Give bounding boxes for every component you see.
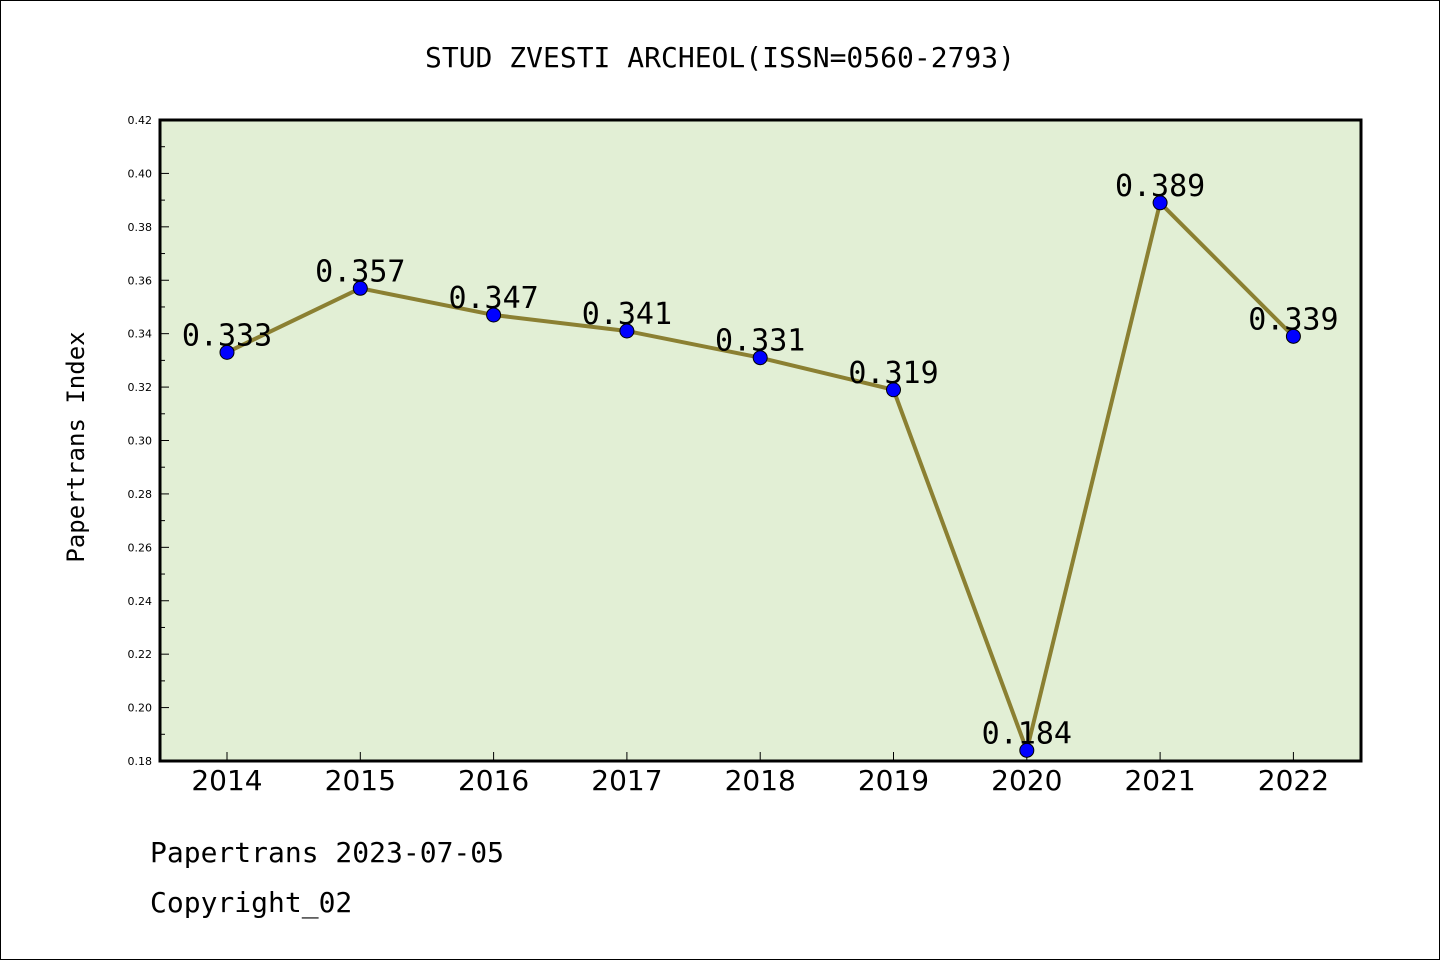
x-tick-label: 2021 <box>1124 764 1195 797</box>
y-tick-label: 0.22 <box>128 648 153 661</box>
footer-copyright: Copyright_02 <box>150 886 353 919</box>
y-tick-label: 0.26 <box>128 541 153 554</box>
y-tick-label: 0.30 <box>128 435 153 448</box>
data-point <box>1019 742 1035 758</box>
data-label: 0.347 <box>448 281 538 316</box>
data-label: 0.341 <box>582 297 672 332</box>
y-tick-label: 0.32 <box>128 381 153 394</box>
data-labels: 0.333 0.357 0.347 0.341 0.331 0.319 0.184 0.389… <box>182 169 1339 752</box>
data-label: 0.333 <box>182 318 272 353</box>
y-tick-label: 0.42 <box>128 114 153 127</box>
x-tick-label: 2014 <box>191 764 262 797</box>
y-tick-label: 0.34 <box>128 328 153 341</box>
data-point <box>752 350 768 366</box>
data-point <box>619 323 635 339</box>
chart-title: STUD ZVESTI ARCHEOL(ISSN=0560-2793) <box>425 41 1015 74</box>
y-tick-label: 0.20 <box>128 702 153 715</box>
footer-date: Papertrans 2023-07-05 <box>150 836 505 869</box>
x-tick-label: 2019 <box>858 764 929 797</box>
x-tick-label: 2020 <box>991 764 1062 797</box>
y-axis: 0.18 0.20 0.22 0.24 0.26 0.28 0.30 0.32 0.34 0.36… <box>128 114 169 768</box>
y-tick-label: 0.18 <box>128 755 153 768</box>
x-tick-label: 2017 <box>591 764 662 797</box>
x-tick-label: 2016 <box>458 764 529 797</box>
x-tick-label: 2015 <box>325 764 396 797</box>
y-axis-label: Papertrans Index <box>62 331 90 562</box>
x-tick-label: 2022 <box>1258 764 1329 797</box>
data-label: 0.339 <box>1248 302 1338 337</box>
data-point <box>486 307 502 323</box>
data-label: 0.319 <box>848 356 938 391</box>
data-label: 0.184 <box>982 716 1072 751</box>
y-tick-label: 0.28 <box>128 488 153 501</box>
data-point <box>1152 195 1168 211</box>
data-point <box>886 382 901 398</box>
data-label: 0.357 <box>315 254 405 289</box>
data-point <box>352 280 368 296</box>
data-point <box>219 344 235 360</box>
x-axis: 2014 2015 2016 2017 2018 2019 2020 2021 2022 <box>191 752 1329 797</box>
x-tick-label: 2018 <box>725 764 796 797</box>
plot-area <box>158 118 1363 763</box>
data-label: 0.331 <box>715 324 805 359</box>
y-tick-label: 0.36 <box>128 274 153 287</box>
data-point <box>1285 328 1301 344</box>
y-tick-label: 0.40 <box>128 167 153 180</box>
data-markers <box>219 195 1301 758</box>
y-tick-label: 0.38 <box>128 221 153 234</box>
y-tick-label: 0.24 <box>128 595 153 608</box>
data-label: 0.389 <box>1115 169 1205 204</box>
